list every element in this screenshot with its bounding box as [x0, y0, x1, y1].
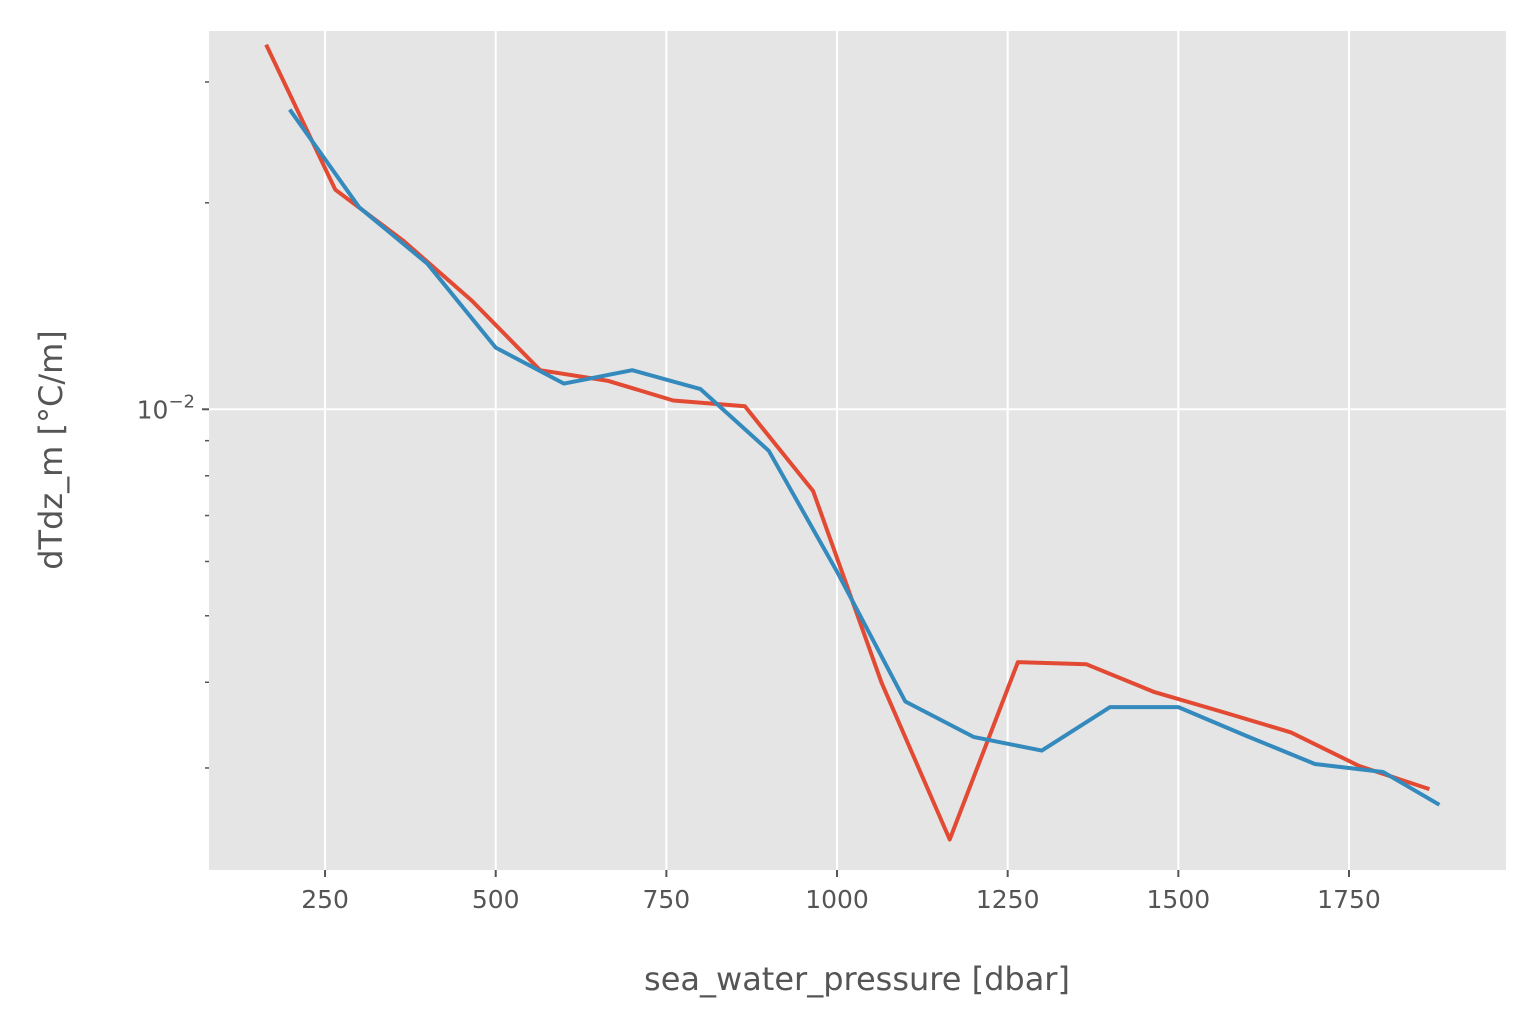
x-tick-label: 1750 [1317, 885, 1381, 914]
series-line-2 [288, 108, 1441, 807]
series-line-1 [264, 43, 1431, 842]
x-axis: 250 500 750 1000 1250 1500 1750 [301, 870, 1381, 914]
y-axis-label: dTdz_m [°C/m] [32, 330, 70, 570]
x-axis-label: sea_water_pressure [dbar] [644, 960, 1070, 998]
x-tick-label: 1500 [1147, 885, 1211, 914]
x-tick-label: 250 [301, 885, 349, 914]
x-tick-label: 500 [472, 885, 520, 914]
series-group [264, 43, 1441, 842]
y-tick-label: 10−2 [137, 391, 195, 424]
x-tick-label: 1000 [805, 885, 869, 914]
x-tick-label: 1250 [976, 885, 1040, 914]
y-axis: 10−2 [137, 81, 209, 769]
x-tick-label: 750 [643, 885, 691, 914]
